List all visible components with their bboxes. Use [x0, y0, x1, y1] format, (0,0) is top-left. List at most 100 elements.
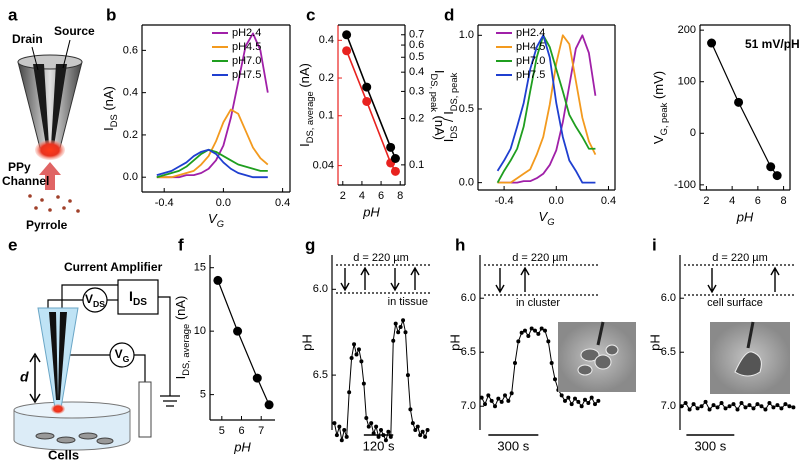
y-tick-label: 6.5 [461, 346, 476, 358]
series-line [156, 32, 269, 179]
ppy-channel [35, 140, 65, 160]
y-tick-label: 0.0 [123, 171, 138, 183]
series-line [496, 34, 596, 184]
point [344, 434, 349, 439]
legend-label: pH7.0 [516, 55, 545, 67]
point [390, 153, 400, 163]
point [352, 342, 357, 347]
pipette [596, 321, 605, 346]
ids-label: IDS [129, 288, 147, 308]
point [499, 399, 504, 404]
pyrrole-dots [28, 194, 80, 213]
point [486, 393, 491, 398]
point [735, 407, 740, 412]
point [264, 400, 274, 410]
vg-part: G [123, 354, 130, 364]
annotation: in tissue [388, 296, 428, 308]
cells-label: Cells [48, 447, 79, 462]
point [747, 403, 752, 408]
point [707, 407, 712, 412]
arrow [39, 162, 61, 190]
point [783, 402, 788, 407]
y-tick-label: 6.0 [461, 292, 476, 304]
point [559, 393, 564, 398]
y-tick-label: 0.0 [459, 177, 474, 189]
point [523, 328, 527, 333]
point [719, 400, 724, 405]
x-tick-label: 6 [238, 425, 244, 437]
x-tick-label: 6 [755, 195, 761, 207]
pointer [31, 46, 39, 71]
point [546, 339, 551, 344]
y-tick-label: 5 [200, 389, 206, 401]
probe-top [17, 54, 83, 70]
diagram-e: e Current Amplifier VDS IDS VG d Cells [8, 235, 180, 462]
cells [35, 432, 114, 445]
point [334, 433, 339, 438]
series-line [156, 148, 268, 179]
point [727, 404, 732, 409]
vds-part: DS [93, 299, 105, 309]
y-tick-label: 200 [678, 24, 696, 36]
point [683, 400, 688, 405]
y2-tick-label: 0.3 [409, 85, 424, 97]
point [337, 424, 342, 429]
x-tick-label: 8 [397, 190, 403, 202]
x-axis-label: VG [208, 211, 224, 229]
y-tick-label: 0.4 [123, 87, 138, 99]
point [751, 406, 756, 411]
panel-label: e [8, 235, 17, 254]
point [391, 338, 396, 343]
y-tick-label: 6.0 [661, 292, 676, 304]
y2-axis-label-part: I [432, 70, 447, 74]
y-axis-label-part: DS [449, 126, 459, 139]
source-label: Source [54, 24, 95, 38]
point [349, 355, 354, 360]
point [386, 429, 391, 434]
series-line [496, 34, 596, 184]
y-tick-label: 0.04 [313, 159, 334, 171]
electrode [49, 312, 58, 400]
point [743, 405, 748, 410]
series-line [711, 42, 778, 176]
point [366, 424, 371, 429]
channel-label: PPy [8, 160, 31, 174]
y-axis-label: pH [299, 334, 314, 351]
point [513, 361, 517, 366]
point [731, 402, 736, 407]
annotation: d = 220 µm [512, 252, 568, 264]
pointer [62, 39, 71, 69]
point [711, 403, 716, 408]
y-axis-label-part: DS, average [181, 324, 191, 376]
legend-label: pH4.5 [232, 41, 261, 53]
legend-label: pH7.5 [516, 69, 545, 81]
x-tick-label: 5 [219, 425, 225, 437]
arrow [390, 268, 400, 292]
point [516, 339, 521, 344]
point [233, 326, 243, 336]
y-axis-label: IDS (nA) [101, 86, 119, 131]
point [361, 381, 366, 386]
y-axis-label: pH [647, 334, 662, 351]
point [529, 326, 534, 331]
y2-axis-label-part: DS, peak [429, 74, 439, 113]
micrographs [558, 321, 790, 394]
point [386, 142, 396, 152]
point [479, 395, 484, 400]
series-line [345, 50, 397, 172]
point [596, 398, 601, 403]
y-axis-label-part: DS [109, 114, 119, 127]
point [362, 96, 372, 106]
legend-label: pH2.4 [516, 27, 545, 39]
annotation: in cluster [516, 297, 560, 309]
point [252, 373, 262, 383]
point [396, 330, 401, 335]
legend-label: pH7.0 [232, 55, 261, 67]
y-tick-label: 0.4 [319, 34, 334, 46]
electrode-sheath [37, 307, 79, 409]
y-tick-label: 0.2 [123, 129, 138, 141]
point [539, 326, 544, 331]
drain-label: Drain [12, 32, 43, 46]
